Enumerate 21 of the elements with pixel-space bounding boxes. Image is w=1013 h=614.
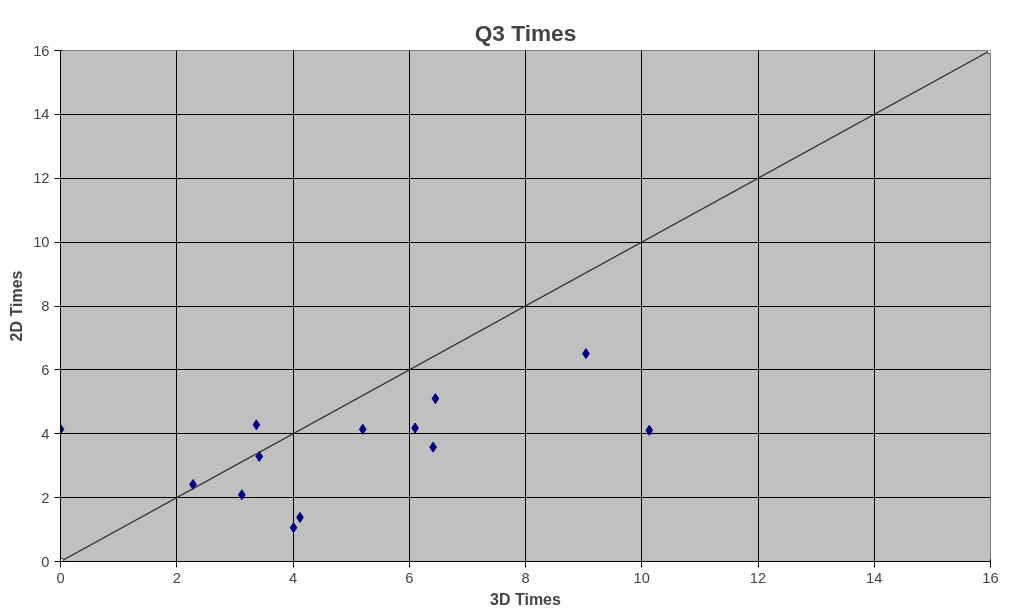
y-tick-label: 16 xyxy=(33,42,50,59)
x-tick-label: 4 xyxy=(288,569,298,586)
y-axis-title: 2D Times xyxy=(8,270,26,342)
x-tick-label: 14 xyxy=(866,569,883,586)
y-tick-label: 10 xyxy=(33,234,50,251)
x-tick-label: 12 xyxy=(749,569,767,586)
x-tick-label: 8 xyxy=(521,569,530,586)
y-tick-label: 6 xyxy=(41,361,50,378)
y-tick-label: 8 xyxy=(41,298,50,314)
y-tick-label: 4 xyxy=(41,425,50,442)
y-tick-label: 0 xyxy=(41,553,50,570)
x-tick-label: 16 xyxy=(982,569,999,586)
x-axis-title: 3D Times xyxy=(490,590,562,608)
x-tick-label: 0 xyxy=(56,569,65,586)
y-tick-label: 2 xyxy=(41,489,50,506)
x-tick-label: 6 xyxy=(405,569,414,586)
y-tick-label: 14 xyxy=(33,106,50,123)
x-tick-label: 2 xyxy=(172,569,181,586)
x-tick-label: 10 xyxy=(633,569,650,586)
chart-title: Q3 Times xyxy=(474,19,577,46)
y-tick-label: 12 xyxy=(33,170,50,187)
